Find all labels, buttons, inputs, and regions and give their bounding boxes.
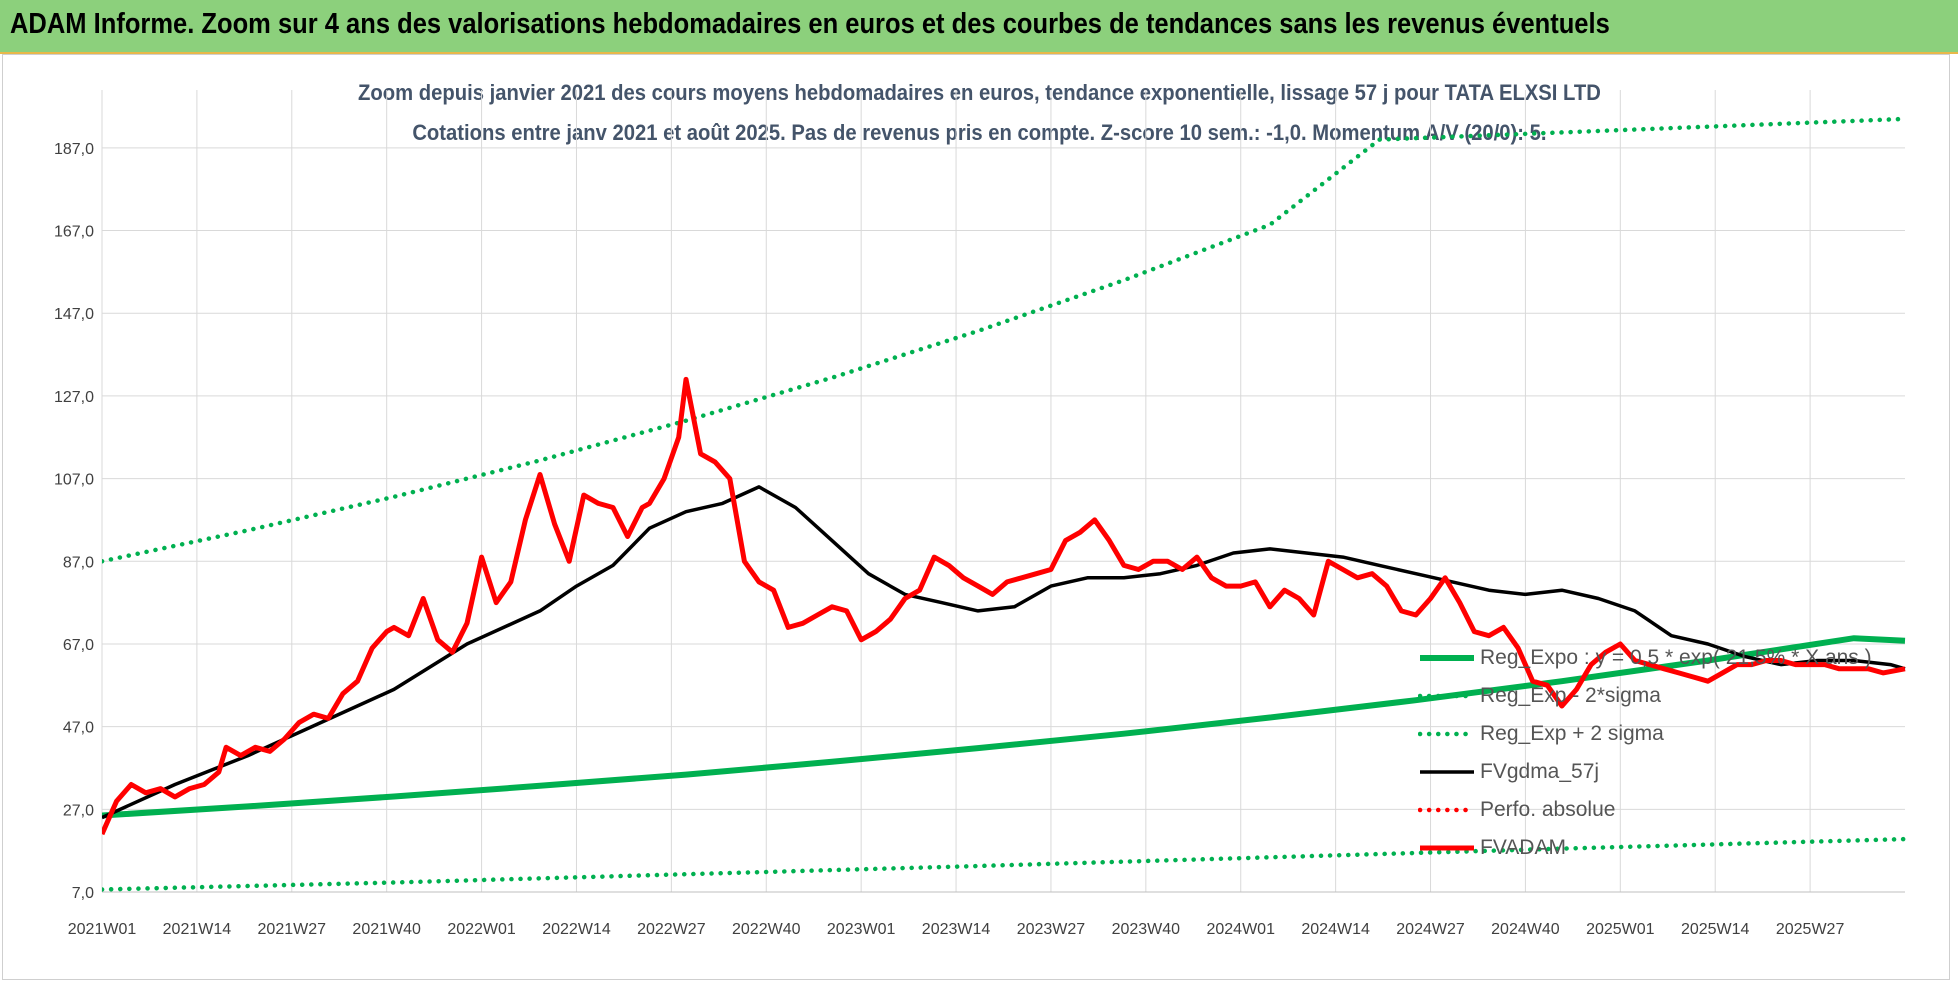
legend-item: FVgdma_57j [1418, 754, 1838, 792]
x-tick-label: 2021W27 [258, 921, 327, 938]
x-tick-label: 2022W40 [732, 921, 801, 938]
legend-label: Perfo. absolue [1480, 798, 1616, 821]
x-tick-label: 2024W01 [1206, 921, 1275, 938]
x-tick-label: 2021W01 [68, 921, 137, 938]
x-tick-label: 2023W27 [1017, 921, 1086, 938]
report-banner: ADAM Informe. Zoom sur 4 ans des valoris… [0, 0, 1958, 54]
y-tick-label: 187,0 [54, 141, 94, 158]
x-tick-label: 2024W40 [1491, 921, 1560, 938]
y-tick-label: 27,0 [63, 802, 94, 819]
chart-title-text: Zoom depuis janvier 2021 des cours moyen… [357, 80, 1601, 105]
legend-item: FVADAM [1418, 830, 1838, 868]
report-title: ADAM Informe. Zoom sur 4 ans des valoris… [10, 8, 1610, 40]
chart-title: Zoom depuis janvier 2021 des cours moyen… [0, 80, 1958, 106]
y-tick-label: 127,0 [54, 389, 94, 406]
x-tick-label: 2023W01 [827, 921, 896, 938]
y-tick-label: 67,0 [63, 637, 94, 654]
x-tick-label: 2024W27 [1396, 921, 1465, 938]
legend-swatch [1420, 845, 1474, 851]
chart-subtitle: Cotations entre janv 2021 et août 2025. … [0, 120, 1958, 146]
x-tick-label: 2021W14 [163, 921, 232, 938]
chart-subtitle-text: Cotations entre janv 2021 et août 2025. … [411, 120, 1547, 145]
y-tick-label: 47,0 [63, 720, 94, 737]
y-axis-ticks: 7,0 27,0 47,0 67,0 87,0 107,0 127,0 147,0 167,0 1… [54, 141, 94, 902]
x-tick-label: 2021W40 [352, 921, 421, 938]
series-line-1 [102, 836, 1907, 892]
series-group [102, 116, 1907, 892]
x-tick-label: 2022W14 [542, 921, 611, 938]
chart-legend: Reg_Expo : y = 0,5 * exp( 21,5% * X ans … [1418, 640, 1872, 868]
legend-swatch [1420, 770, 1474, 774]
series-line-0 [102, 635, 1906, 819]
legend-item: Perfo. absolue [1418, 792, 1838, 830]
legend-label: Reg_Exp - 2*sigma [1480, 684, 1661, 707]
legend-swatch [1418, 807, 1476, 813]
y-tick-label: 87,0 [63, 554, 94, 571]
legend-item: Reg_Exp + 2 sigma [1418, 716, 1838, 754]
grid [101, 90, 1905, 893]
x-tick-label: 2025W27 [1776, 921, 1845, 938]
legend-swatch [1420, 655, 1474, 661]
x-tick-label: 2024W14 [1301, 921, 1370, 938]
series-line-2 [102, 116, 1907, 564]
legend-item: Reg_Exp - 2*sigma [1418, 678, 1838, 716]
series-line-5 [102, 376, 1906, 836]
legend-label: Reg_Expo : y = 0,5 * exp( 21,5% * X ans … [1480, 646, 1872, 669]
legend-label: FVgdma_57j [1480, 760, 1600, 783]
x-tick-label: 2025W01 [1586, 921, 1655, 938]
x-tick-label: 2022W27 [637, 921, 706, 938]
x-tick-label: 2023W40 [1112, 921, 1181, 938]
x-axis-ticks: 2021W01 2021W14 2021W27 2021W40 2022W01 2022W… [68, 921, 1845, 938]
y-tick-label: 147,0 [54, 306, 94, 323]
y-tick-label: 167,0 [54, 224, 94, 241]
legend-label: FVADAM [1480, 836, 1566, 859]
y-tick-label: 107,0 [54, 472, 94, 489]
legend-item: Reg_Expo : y = 0,5 * exp( 21,5% * X ans … [1418, 640, 1872, 678]
y-tick-label: 7,0 [72, 885, 94, 902]
x-tick-label: 2025W14 [1681, 921, 1750, 938]
chart-frame [2, 54, 1950, 980]
series-line-3 [102, 485, 1906, 820]
x-tick-label: 2022W01 [447, 921, 516, 938]
legend-label: Reg_Exp + 2 sigma [1480, 722, 1664, 745]
x-tick-label: 2023W14 [922, 921, 991, 938]
legend-swatch [1418, 731, 1476, 737]
legend-swatch [1418, 693, 1476, 699]
